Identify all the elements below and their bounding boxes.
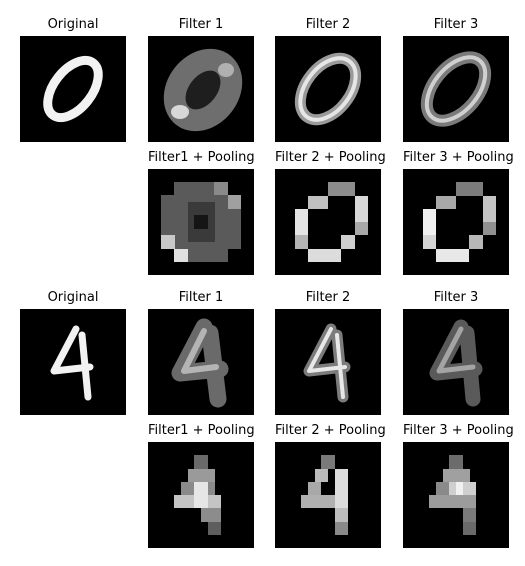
panel-title: Filter 3 — [433, 17, 479, 32]
digit-four-filter1-pooling-image — [148, 442, 254, 548]
digit-four-filter2-image — [275, 309, 381, 415]
panel-filter2-zero: Filter 2 — [275, 14, 381, 142]
panel-title: Filter 2 + Pooling — [275, 423, 386, 438]
panel-filter1-pooling-four: Filter1 + Pooling — [148, 420, 255, 548]
digit-zero-filter3-pooling-image — [403, 169, 509, 275]
digit-zero-filter2-image — [275, 36, 381, 142]
panel-filter1-pooling-zero: Filter1 + Pooling — [148, 147, 255, 275]
digit-four-original-image — [20, 309, 126, 415]
panel-filter3-pooling-four: Filter 3 + Pooling — [403, 420, 514, 548]
panel-title: Filter 2 — [305, 290, 351, 305]
panel-filter3-four: Filter 3 — [403, 287, 509, 415]
panel-title: Filter 3 + Pooling — [403, 150, 514, 165]
digit-zero-filter2-pooling-image — [275, 169, 381, 275]
panel-filter3-pooling-zero: Filter 3 + Pooling — [403, 147, 514, 275]
digit-four-filter2-pooling-image — [275, 442, 381, 548]
panel-title: Filter1 + Pooling — [148, 423, 255, 438]
panel-filter2-pooling-zero: Filter 2 + Pooling — [275, 147, 386, 275]
panel-filter1-four: Filter 1 — [148, 287, 254, 415]
panel-filter2-pooling-four: Filter 2 + Pooling — [275, 420, 386, 548]
panel-title: Original — [47, 17, 99, 32]
panel-title: Filter 1 — [178, 17, 224, 32]
panel-title: Filter 1 — [178, 290, 224, 305]
digit-zero-original-image — [20, 36, 126, 142]
digit-four-filter3-image — [403, 309, 509, 415]
digit-zero-filter1-image — [148, 36, 254, 142]
digit-zero-filter1-pooling-image — [148, 169, 254, 275]
panel-filter1-zero: Filter 1 — [148, 14, 254, 142]
panel-title: Filter 3 + Pooling — [403, 423, 514, 438]
panel-title: Filter 2 — [305, 17, 351, 32]
digit-four-filter1-image — [148, 309, 254, 415]
panel-title: Filter1 + Pooling — [148, 150, 255, 165]
panel-original-zero: Original — [20, 14, 126, 142]
panel-title: Original — [47, 290, 99, 305]
panel-filter3-zero: Filter 3 — [403, 14, 509, 142]
digit-four-filter3-pooling-image — [403, 442, 509, 548]
digit-zero-filter3-image — [403, 36, 509, 142]
panel-title: Filter 2 + Pooling — [275, 150, 386, 165]
panel-original-four: Original — [20, 287, 126, 415]
panel-title: Filter 3 — [433, 290, 479, 305]
panel-filter2-four: Filter 2 — [275, 287, 381, 415]
